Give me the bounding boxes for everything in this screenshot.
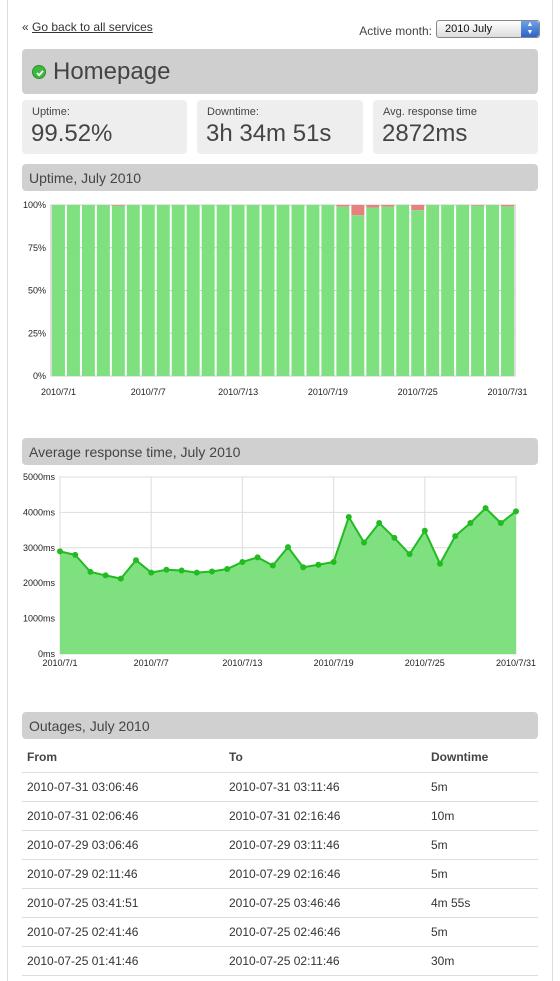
outages-table: From To Downtime 2010-07-31 03:06:46 2010…: [22, 743, 538, 976]
uptime-label: Uptime:: [32, 106, 70, 118]
back-prefix: «: [22, 20, 29, 34]
column-header-to: To: [224, 743, 426, 773]
page-title: Homepage: [53, 58, 171, 85]
downtime-stat: Downtime: 3h 34m 51s: [197, 100, 363, 154]
outage-downtime-cell: 30m: [426, 946, 538, 976]
outage-from-cell: 2010-07-25 02:41:46: [22, 917, 224, 947]
page-frame: [7, 0, 553, 981]
outages-header-row: From To Downtime: [22, 743, 538, 773]
outage-to-cell: 2010-07-31 03:11:46: [224, 772, 426, 802]
response-value: 2872ms: [382, 120, 468, 147]
response-label: Avg. response time: [383, 106, 477, 118]
outage-downtime-cell: 5m: [426, 772, 538, 802]
outage-to-cell: 2010-07-25 02:11:46: [224, 946, 426, 976]
table-row: 2010-07-29 02:11:46 2010-07-29 02:16:46 5m: [22, 859, 538, 889]
month-label: Active month:: [359, 24, 432, 38]
outage-from-cell: 2010-07-31 02:06:46: [22, 801, 224, 831]
downtime-value: 3h 34m 51s: [206, 120, 332, 147]
outage-to-cell: 2010-07-25 02:46:46: [224, 917, 426, 947]
response-stat: Avg. response time 2872ms: [373, 100, 538, 154]
outage-to-cell: 2010-07-29 02:16:46: [224, 859, 426, 889]
uptime-value: 99.52%: [31, 120, 113, 147]
outage-downtime-cell: 10m: [426, 801, 538, 831]
uptime-stat: Uptime: 99.52%: [22, 100, 187, 154]
outage-to-cell: 2010-07-31 02:16:46: [224, 801, 426, 831]
back-link[interactable]: Go back to all services: [32, 20, 153, 34]
updown-arrows-icon[interactable]: ▲ ▼: [521, 21, 539, 37]
outage-downtime-cell: 5m: [426, 917, 538, 947]
outage-downtime-cell: 5m: [426, 830, 538, 860]
check-circle-icon: [32, 65, 46, 79]
response-section-title: Average response time, July 2010: [29, 444, 241, 460]
outage-from-cell: 2010-07-29 03:06:46: [22, 830, 224, 860]
column-header-downtime: Downtime: [426, 743, 538, 773]
response-section-header: Average response time, July 2010: [22, 438, 538, 465]
uptime-section-header: Uptime, July 2010: [22, 164, 538, 191]
table-row: 2010-07-31 03:06:46 2010-07-31 03:11:46 5m: [22, 772, 538, 802]
table-row: 2010-07-25 03:41:51 2010-07-25 03:46:46 4m…: [22, 888, 538, 918]
outage-from-cell: 2010-07-25 03:41:51: [22, 888, 224, 918]
outages-section-title: Outages, July 2010: [29, 718, 150, 734]
month-select[interactable]: 2010 July ▲ ▼: [436, 20, 540, 38]
outage-from-cell: 2010-07-25 01:41:46: [22, 946, 224, 976]
outage-downtime-cell: 4m 55s: [426, 888, 538, 918]
table-row: 2010-07-31 02:06:46 2010-07-31 02:16:46 10…: [22, 801, 538, 831]
outage-to-cell: 2010-07-29 03:11:46: [224, 830, 426, 860]
top-bar: « Go back to all services Active month: …: [22, 18, 540, 42]
back-nav: « Go back to all services: [22, 20, 153, 34]
column-header-from: From: [22, 743, 224, 773]
downtime-label: Downtime:: [207, 106, 259, 118]
service-header: Homepage: [22, 49, 538, 94]
outage-to-cell: 2010-07-25 03:46:46: [224, 888, 426, 918]
outage-from-cell: 2010-07-29 02:11:46: [22, 859, 224, 889]
table-row: 2010-07-25 01:41:46 2010-07-25 02:11:46 30…: [22, 946, 538, 976]
outage-downtime-cell: 5m: [426, 859, 538, 889]
outages-section-header: Outages, July 2010: [22, 712, 538, 739]
table-row: 2010-07-25 02:41:46 2010-07-25 02:46:46 5m: [22, 917, 538, 947]
uptime-section-title: Uptime, July 2010: [29, 170, 142, 186]
outage-from-cell: 2010-07-31 03:06:46: [22, 772, 224, 802]
month-value: 2010 July: [445, 23, 493, 35]
table-row: 2010-07-29 03:06:46 2010-07-29 03:11:46 5m: [22, 830, 538, 860]
